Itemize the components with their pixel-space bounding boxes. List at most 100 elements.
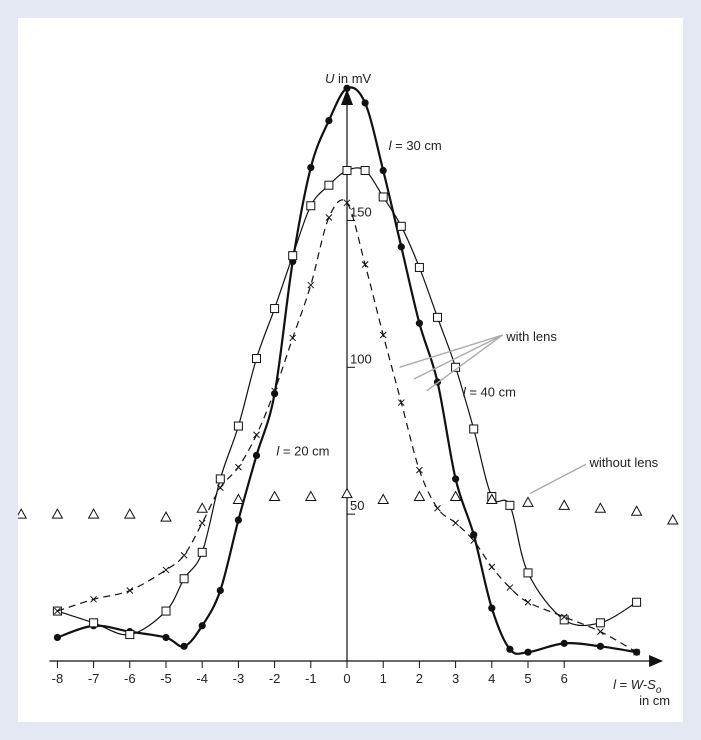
data-point: [233, 421, 243, 431]
data-point: [414, 262, 424, 272]
x-axis-arrow: [649, 655, 664, 667]
data-point: [506, 584, 514, 591]
data-point: [361, 261, 369, 268]
data-point: [633, 648, 640, 656]
data-point: [397, 399, 405, 406]
data-point: [215, 474, 225, 484]
x-tick-label: 6: [561, 671, 568, 686]
data-point: [162, 633, 170, 642]
data-point: [449, 490, 462, 502]
data-point: [198, 519, 206, 527]
data-point: [253, 431, 260, 439]
x-tick-label: -4: [196, 671, 208, 686]
y-tick-label: 100: [350, 351, 372, 366]
data-point: [596, 642, 605, 650]
data-point: [324, 180, 334, 190]
data-point: [505, 500, 515, 510]
x-tick-label: 0: [343, 671, 350, 686]
data-point: [488, 563, 496, 571]
data-point: [560, 639, 568, 647]
data-point: [434, 504, 441, 512]
data-point: [485, 493, 498, 504]
leader-line: [426, 334, 504, 392]
x-tick-label: -8: [52, 671, 64, 686]
data-point: [343, 199, 351, 207]
data-point: [666, 513, 679, 525]
data-point: [197, 547, 207, 557]
x-tick-label: -6: [124, 671, 136, 686]
data-point: [523, 568, 533, 578]
data-point: [161, 606, 171, 616]
x-tick-label: 1: [380, 671, 387, 686]
data-point: [397, 243, 405, 251]
data-point: [416, 466, 423, 474]
series-line-2: [57, 199, 637, 653]
data-point: [289, 334, 297, 342]
data-point: [413, 490, 426, 502]
data-point: [51, 508, 64, 519]
data-point: [288, 251, 298, 261]
data-point: [470, 531, 478, 539]
series-label-20cm: l = 20 cm: [276, 443, 329, 458]
data-point: [125, 630, 135, 640]
data-point: [343, 84, 351, 92]
data-point: [522, 496, 534, 507]
data-point: [524, 598, 532, 606]
y-axis-arrow: [341, 88, 353, 105]
data-point: [597, 628, 604, 635]
data-point: [252, 353, 261, 363]
data-point: [325, 116, 333, 125]
data-point: [594, 502, 607, 513]
data-point: [396, 221, 406, 231]
x-tick-label: -3: [233, 671, 245, 686]
data-point: [162, 566, 170, 574]
data-point: [342, 166, 352, 176]
leader-line: [529, 463, 587, 495]
data-point: [180, 551, 188, 559]
data-point: [361, 99, 369, 107]
data-point: [377, 493, 390, 504]
x-tick-label: 2: [416, 671, 423, 686]
x-tick-label: 3: [452, 671, 459, 686]
leader-line: [413, 334, 503, 380]
data-point: [271, 387, 278, 395]
data-point: [433, 312, 442, 322]
series-label-30cm: l = 30 cm: [389, 138, 442, 153]
data-point: [216, 586, 224, 595]
annotation-with-lens: with lens: [505, 329, 557, 344]
x-tick-label: -2: [269, 671, 281, 686]
data-point: [524, 648, 532, 656]
chart-panel: -8 -7 -6 -5 -4 -3 -2 -1 0 1 2 3 4 5 6 50 100 150 U in mV l …: [18, 18, 683, 722]
data-point: [630, 505, 643, 516]
data-point: [252, 451, 261, 460]
data-point: [452, 519, 459, 527]
data-point: [325, 214, 333, 221]
x-tick-label: -7: [88, 671, 100, 686]
data-point: [160, 511, 172, 522]
x-tick-label: -5: [160, 671, 172, 686]
data-point: [307, 163, 315, 172]
data-point: [470, 537, 478, 544]
x-axis-label-unit: in cm: [639, 693, 670, 708]
data-point: [341, 487, 353, 499]
data-point: [360, 166, 370, 176]
data-point: [415, 319, 423, 327]
data-point: [560, 613, 568, 621]
data-point: [126, 587, 134, 594]
data-point: [558, 499, 571, 510]
series-label-40cm: l = 40 cm: [463, 385, 516, 400]
data-point: [304, 490, 317, 502]
data-point: [235, 463, 242, 471]
data-point: [216, 484, 224, 492]
data-point: [87, 508, 100, 519]
data-point: [54, 607, 61, 615]
data-point: [559, 615, 569, 625]
data-point: [198, 622, 206, 630]
data-point: [632, 597, 642, 607]
data-point: [452, 475, 460, 483]
line-chart: -8 -7 -6 -5 -4 -3 -2 -1 0 1 2 3 4 5 6 50 100 150 U in mV l …: [18, 71, 679, 708]
y-tick-label: 50: [350, 498, 364, 513]
data-point: [180, 642, 188, 650]
data-point: [378, 192, 388, 202]
data-point: [270, 304, 280, 314]
